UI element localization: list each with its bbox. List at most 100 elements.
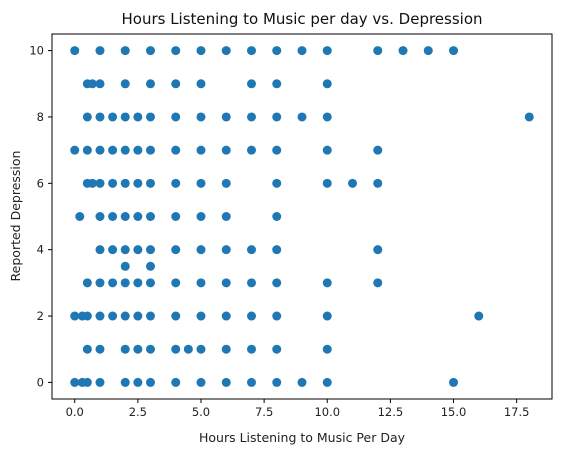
data-point xyxy=(272,377,282,387)
data-point xyxy=(145,245,155,255)
data-point xyxy=(145,311,155,321)
data-point xyxy=(423,46,433,56)
data-point xyxy=(133,278,143,288)
data-point xyxy=(95,212,105,221)
data-point xyxy=(171,278,181,288)
x-axis-label: Hours Listening to Music Per Day xyxy=(199,430,406,445)
data-point xyxy=(87,178,97,188)
data-point xyxy=(348,178,358,188)
data-point xyxy=(196,377,206,387)
data-point xyxy=(145,145,155,155)
data-point xyxy=(145,377,155,387)
data-point xyxy=(108,212,118,221)
data-point xyxy=(196,46,206,56)
data-point xyxy=(246,145,256,155)
data-point xyxy=(221,46,231,56)
x-tick-label: 17.5 xyxy=(504,405,530,419)
data-point xyxy=(171,377,181,387)
y-tick-label: 6 xyxy=(37,176,44,190)
data-point xyxy=(221,245,231,255)
data-point xyxy=(145,212,155,221)
data-point xyxy=(82,278,92,288)
data-point xyxy=(133,245,143,255)
data-point xyxy=(120,278,130,288)
y-tick-label: 2 xyxy=(37,309,44,323)
data-point xyxy=(221,145,231,155)
x-tick-label: 7.5 xyxy=(255,405,273,419)
data-point xyxy=(108,245,118,255)
data-point xyxy=(120,311,130,321)
data-point xyxy=(95,245,105,255)
data-point xyxy=(145,112,155,122)
data-point xyxy=(120,79,130,89)
data-point xyxy=(373,145,383,155)
data-point xyxy=(108,112,118,122)
x-tick-label: 0.0 xyxy=(66,405,84,419)
data-point xyxy=(449,46,459,56)
data-point xyxy=(95,46,105,56)
data-point xyxy=(297,377,307,387)
data-point xyxy=(373,178,383,188)
data-point xyxy=(145,344,155,354)
data-point xyxy=(171,178,181,188)
data-point xyxy=(87,79,97,89)
y-tick-label: 4 xyxy=(37,243,44,257)
data-point xyxy=(221,178,231,188)
data-point xyxy=(196,311,206,321)
data-point xyxy=(196,278,206,288)
data-point xyxy=(322,145,332,155)
data-point xyxy=(221,344,231,354)
data-point xyxy=(272,245,282,255)
data-point xyxy=(272,278,282,288)
data-point xyxy=(221,377,231,387)
data-point xyxy=(133,344,143,354)
data-point xyxy=(272,145,282,155)
data-point xyxy=(120,112,130,122)
y-tick-label: 10 xyxy=(29,44,44,58)
data-point xyxy=(95,278,105,288)
data-point xyxy=(322,344,332,354)
data-point xyxy=(82,344,92,354)
data-point xyxy=(145,178,155,188)
data-point xyxy=(133,377,143,387)
data-point xyxy=(272,46,282,56)
data-point xyxy=(171,311,181,321)
data-point xyxy=(322,178,332,188)
data-point xyxy=(246,245,256,255)
data-point xyxy=(246,79,256,89)
data-point xyxy=(322,377,332,387)
data-point xyxy=(171,145,181,155)
y-tick-label: 8 xyxy=(37,110,44,124)
data-point xyxy=(70,46,80,56)
data-point xyxy=(272,112,282,122)
data-point xyxy=(95,145,105,155)
data-point xyxy=(82,377,92,387)
data-point xyxy=(171,245,181,255)
data-point xyxy=(82,145,92,155)
data-point xyxy=(145,46,155,56)
data-point xyxy=(272,178,282,188)
data-point xyxy=(246,377,256,387)
x-tick-label: 2.5 xyxy=(129,405,147,419)
chart-title: Hours Listening to Music per day vs. Dep… xyxy=(121,10,482,28)
data-point xyxy=(322,311,332,321)
data-point xyxy=(145,278,155,288)
data-point xyxy=(221,278,231,288)
data-point xyxy=(120,46,130,56)
data-point xyxy=(322,46,332,56)
data-point xyxy=(133,145,143,155)
points-layer xyxy=(70,46,534,387)
data-point xyxy=(297,46,307,56)
data-point xyxy=(120,377,130,387)
data-point xyxy=(95,344,105,354)
data-point xyxy=(196,344,206,354)
data-point xyxy=(196,145,206,155)
data-point xyxy=(171,212,181,221)
data-point xyxy=(221,311,231,321)
data-point xyxy=(108,178,118,188)
data-point xyxy=(246,278,256,288)
data-point xyxy=(133,178,143,188)
data-point xyxy=(449,377,459,387)
